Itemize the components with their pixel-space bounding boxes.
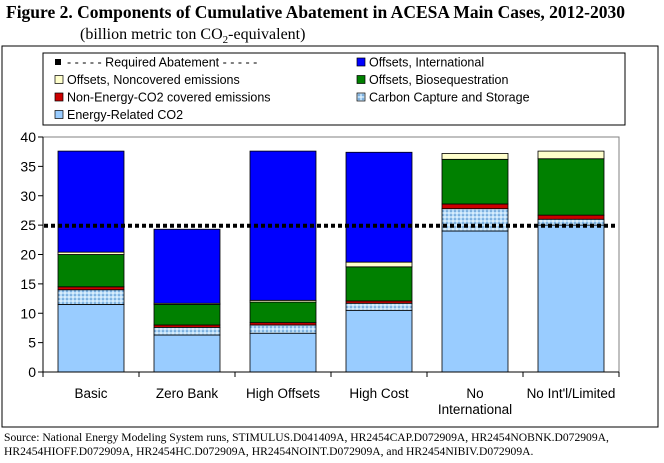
- x-tick-label-no-international: No International: [438, 386, 512, 417]
- bar-zero-bank-offsets-international: [153, 228, 221, 304]
- legend-label-offsets-biosequestration: Offsets, Biosequestration: [369, 73, 508, 87]
- legend: - - - - - Required Abatement - - - - - Of…: [54, 56, 530, 122]
- bar-zero-bank-carbon-capture-and-storage: [153, 326, 221, 336]
- legend-swatch-offsets-noncovered-emissions: [54, 75, 64, 84]
- y-tick-label: 35: [20, 158, 36, 174]
- x-tick-label-high-offsets: High Offsets: [246, 386, 320, 401]
- x-tick-label-high-cost: High Cost: [349, 386, 409, 401]
- bar-high-offsets-carbon-capture-and-storage: [249, 324, 317, 334]
- bar-no-international-offsets-noncovered-emissions: [441, 153, 509, 160]
- bar-no-international-offsets-biosequestration: [441, 158, 509, 205]
- bar-high-offsets-offsets-biosequestration: [249, 301, 317, 324]
- plot-area: [44, 150, 618, 373]
- abatement-chart: - - - - - Required Abatement - - - - - Of…: [1, 45, 659, 428]
- bar-high-cost-offsets-noncovered-emissions: [345, 261, 413, 268]
- y-tick-label: 40: [20, 129, 36, 145]
- legend-label-offsets-international: Offsets, International: [369, 56, 484, 70]
- bar-no-int-l-limited-offsets-noncovered-emissions: [537, 150, 605, 160]
- bar-no-international-non-energy-co2-covered-emissions: [441, 203, 509, 210]
- x-tick-label-zero-bank: Zero Bank: [156, 386, 219, 401]
- legend-swatch-carbon-capture-and-storage: [356, 92, 366, 102]
- subtitle-subscript: 2: [222, 34, 229, 47]
- bar-basic-energy-related-co2: [57, 304, 125, 373]
- legend-label-non-energy-co2-covered-emissions: Non-Energy-CO2 covered emissions: [67, 91, 271, 105]
- source-note: Source: National Energy Modeling System …: [4, 431, 660, 459]
- bar-basic-offsets-international: [57, 150, 125, 253]
- bar-basic-carbon-capture-and-storage: [57, 289, 125, 305]
- legend-swatch-non-energy-co2-covered-emissions: [54, 92, 64, 102]
- bar-no-int-l-limited-energy-related-co2: [537, 224, 605, 373]
- legend-box: [42, 52, 626, 126]
- legend-label-offsets-noncovered-emissions: Offsets, Noncovered emissions: [67, 73, 240, 87]
- y-tick-label: 0: [28, 364, 36, 380]
- y-tick-label: 20: [20, 247, 36, 263]
- y-tick-label: 25: [20, 217, 36, 233]
- bar-high-offsets-energy-related-co2: [249, 332, 317, 373]
- legend-label-carbon-capture-and-storage: Carbon Capture and Storage: [369, 91, 530, 105]
- bar-high-cost-offsets-international: [345, 151, 413, 263]
- legend-label-required-abatement: - - - - - Required Abatement - - - - -: [67, 56, 257, 70]
- legend-swatch-offsets-biosequestration: [356, 75, 366, 84]
- source-line-2: HR2454HIOFF.D072909A, HR2454HC.D072909A,…: [4, 445, 534, 458]
- legend-swatch-required-abatement: [55, 59, 61, 65]
- y-tick-label: 30: [20, 188, 36, 204]
- legend-swatch-offsets-international: [356, 57, 366, 67]
- bar-no-int-l-limited-offsets-biosequestration: [537, 158, 605, 216]
- subtitle-text: (billion metric ton CO: [80, 26, 223, 43]
- source-line-1: Source: National Energy Modeling System …: [4, 431, 609, 444]
- y-tick-label: 5: [28, 335, 36, 351]
- legend-swatch-energy-related-co2: [54, 110, 64, 119]
- bar-zero-bank-energy-related-co2: [153, 334, 221, 373]
- bar-basic-offsets-biosequestration: [57, 254, 125, 288]
- figure-subtitle: (billion metric ton CO2-equivalent): [80, 26, 305, 46]
- x-tick-label-basic: Basic: [74, 386, 107, 401]
- y-tick-label: 10: [20, 305, 36, 321]
- x-tick-label-no-int-l-limited: No Int'l/Limited: [527, 386, 616, 401]
- figure-title: Figure 2. Components of Cumulative Abate…: [6, 2, 626, 22]
- bar-no-international-energy-related-co2: [441, 230, 509, 373]
- legend-label-energy-related-co2: Energy-Related CO2: [67, 108, 183, 122]
- subtitle-text-end: -equivalent): [228, 26, 306, 43]
- bar-high-cost-offsets-biosequestration: [345, 266, 413, 302]
- bar-high-cost-carbon-capture-and-storage: [345, 302, 413, 311]
- axes: 0 5 10 15 20 25 30 35 40 Basic Zero Bank High Offse…: [20, 129, 620, 417]
- bar-basic-non-energy-co2-covered-emissions: [57, 286, 125, 291]
- bar-no-int-l-limited-non-energy-co2-covered-emissions: [537, 214, 605, 220]
- y-tick-label: 15: [20, 276, 36, 292]
- bar-zero-bank-offsets-biosequestration: [153, 304, 221, 326]
- bar-high-cost-energy-related-co2: [345, 309, 413, 373]
